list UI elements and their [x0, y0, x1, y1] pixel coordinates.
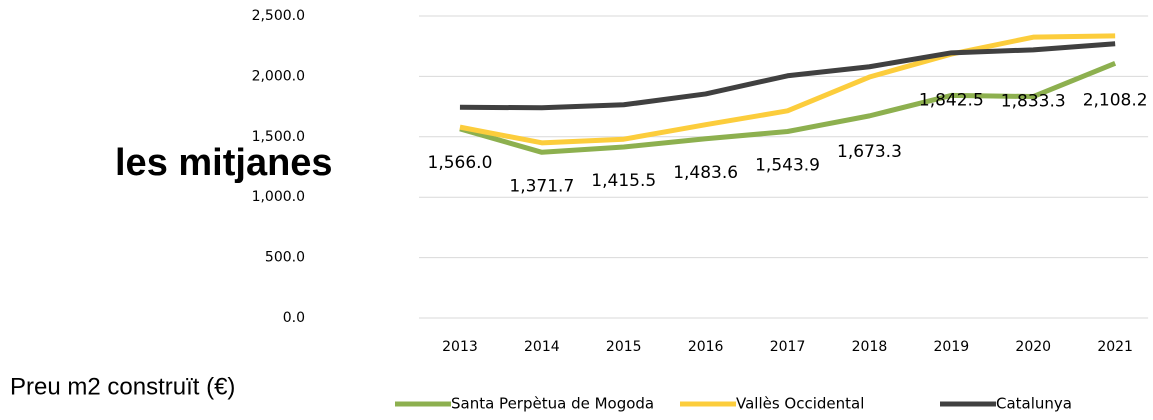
caption: Preu m2 construït (€) — [10, 373, 235, 400]
y-tick-label: 2,000.0 — [252, 68, 305, 84]
series-line — [459, 41, 1116, 111]
y-tick-label: 1,500.0 — [252, 129, 305, 145]
legend-label: Catalunya — [996, 395, 1072, 413]
value-label: 1,673.3 — [837, 142, 902, 162]
value-label: 1,833.3 — [1001, 92, 1066, 112]
value-label: 1,371.7 — [509, 176, 574, 196]
value-label: 1,415.5 — [591, 171, 656, 191]
legend-label: Vallès Occidental — [736, 395, 864, 413]
series-line — [459, 33, 1116, 146]
value-label: 1,566.0 — [428, 153, 493, 173]
series-line — [459, 61, 1117, 155]
x-tick-label: 2017 — [770, 339, 806, 355]
x-tick-label: 2019 — [934, 339, 970, 355]
y-tick-label: 500.0 — [265, 250, 305, 266]
legend-label: Santa Perpètua de Mogoda — [451, 395, 654, 413]
x-tick-label: 2015 — [606, 339, 642, 355]
x-tick-label: 2021 — [1097, 339, 1133, 355]
x-tick-label: 2020 — [1015, 339, 1051, 355]
value-label: 2,108.2 — [1083, 90, 1148, 110]
y-tick-label: 0.0 — [283, 310, 305, 326]
x-tick-label: 2014 — [524, 339, 560, 355]
side-title: les mitjanes — [115, 142, 333, 184]
y-tick-label: 2,500.0 — [252, 8, 305, 24]
x-tick-label: 2018 — [852, 339, 888, 355]
x-tick-label: 2016 — [688, 339, 724, 355]
value-label: 1,543.9 — [755, 155, 820, 175]
value-label: 1,483.6 — [673, 163, 738, 183]
value-label: 1,842.5 — [919, 90, 984, 110]
x-tick-label: 2013 — [442, 339, 478, 355]
y-tick-label: 1,000.0 — [252, 189, 305, 205]
